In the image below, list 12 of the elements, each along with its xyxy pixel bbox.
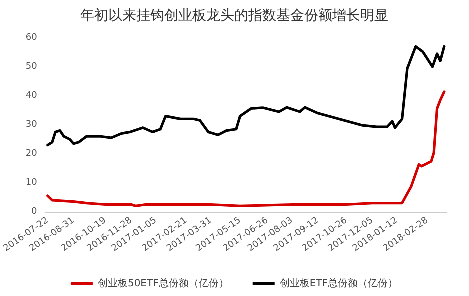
y-tick-label: 40	[26, 91, 38, 101]
legend-label: 创业板50ETF总份额（亿份）	[98, 278, 229, 290]
line-series	[46, 90, 446, 208]
y-tick-label: 0	[32, 207, 38, 217]
line-series	[46, 45, 446, 147]
y-tick-label: 10	[26, 178, 38, 188]
legend-label: 创业板ETF总份额（亿份）	[280, 278, 398, 290]
y-tick-label: 30	[26, 120, 38, 130]
y-tick-label: 50	[26, 62, 38, 72]
y-tick-label: 20	[26, 149, 38, 159]
chart-title: 年初以来挂钩创业板龙头的指数基金份额增长明显	[80, 8, 388, 24]
y-tick-label: 60	[26, 33, 38, 43]
